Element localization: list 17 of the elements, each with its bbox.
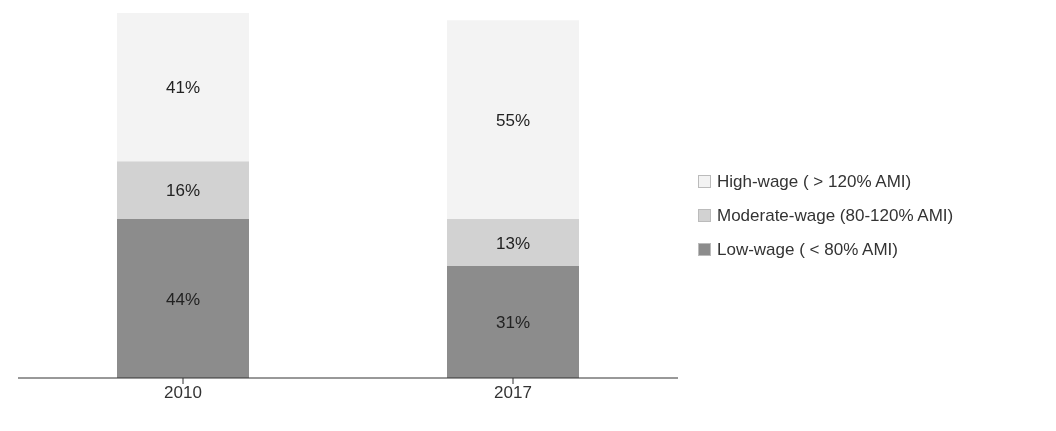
x-tick-label: 2010 xyxy=(164,383,202,403)
data-label: 31% xyxy=(495,313,531,333)
x-tick-label: 2017 xyxy=(494,383,532,403)
bar xyxy=(447,20,579,219)
data-label: 55% xyxy=(495,110,531,130)
bar xyxy=(117,13,249,162)
data-label: 44% xyxy=(165,289,201,309)
bar xyxy=(447,218,579,266)
bar xyxy=(117,161,249,219)
bar xyxy=(447,265,579,378)
data-label: 13% xyxy=(495,233,531,253)
legend-label: Moderate-wage (80-120% AMI) xyxy=(717,205,954,226)
data-label: 16% xyxy=(165,181,201,201)
text: High-wage ( > 120% AMI) xyxy=(717,171,912,192)
legend-label: Low-wage ( < 80% AMI) xyxy=(717,239,898,260)
data-label: 41% xyxy=(165,78,201,98)
bar xyxy=(117,218,249,378)
